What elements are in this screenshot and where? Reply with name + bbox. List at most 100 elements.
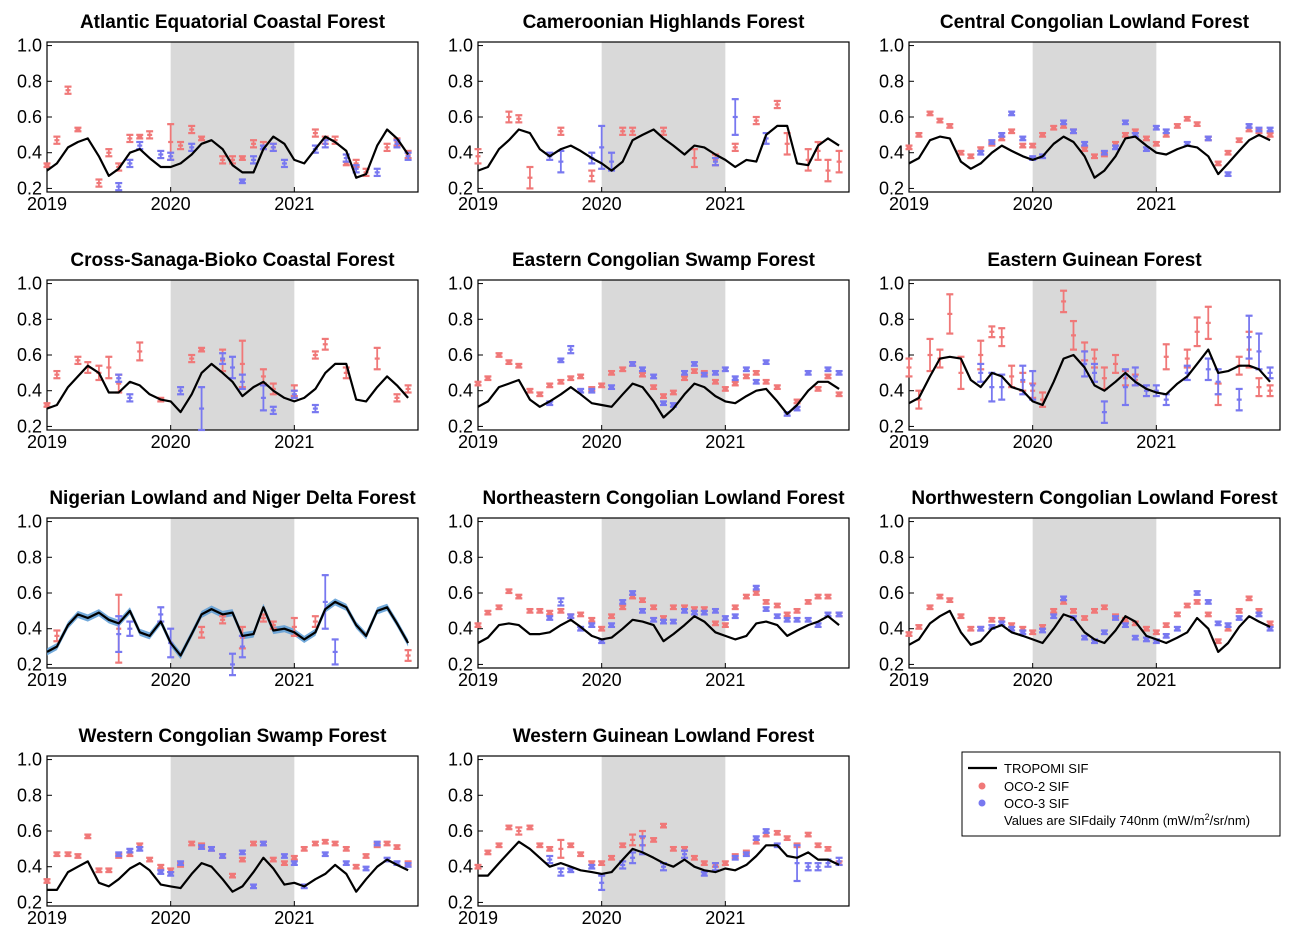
oco2-point [773,99,781,110]
oco2-point [731,142,739,153]
oco2-point [280,860,288,867]
oco2-point [957,149,965,156]
oco2-point [250,139,258,149]
oco3-point [331,638,339,666]
oco3-point [567,867,575,874]
oco2-point [988,325,996,339]
oco2-point [1162,622,1170,629]
y-tick-label: 0.4 [448,381,473,401]
oco3-point [311,403,319,414]
panel-western-guinean-lowland-forest: Western Guinean Lowland Forest 0.2 0.4 0.6 0… [448,726,850,928]
oco2-point [321,838,329,845]
oco2-point [721,622,729,629]
oco2-point [105,148,113,158]
oco2-point [43,162,51,169]
x-tick-label: 2019 [27,670,67,690]
oco2-point [588,169,596,183]
oco2-point [229,872,236,879]
y-tick-label: 0.6 [879,345,904,365]
oco2-point [629,126,637,136]
oco2-point [557,378,565,385]
x-tick-label: 2019 [458,670,498,690]
oco3-point [557,597,565,607]
oco2-point [660,393,667,399]
oco3-point [638,366,646,373]
oco2-point [300,845,308,852]
panels: Atlantic Equatorial Coastal Forest 0.2 0.4… [17,12,1281,928]
legend-oco3-label: OCO-3 SIF [1004,796,1069,811]
oco3-point [115,373,123,383]
y-tick-label: 0.2 [879,654,904,674]
x-tick-label: 2019 [889,194,929,214]
oco3-point [1266,625,1274,632]
oco3-point [1235,387,1243,412]
oco2-point [1091,153,1098,160]
x-tick-label: 2021 [705,194,745,214]
panel-central-congolian-lowland-forest: Central Congolian Lowland Forest 0.2 0.4 0.… [879,12,1281,214]
oco3-point [546,854,554,865]
legend-note-suffix: /sr/nm) [1210,813,1250,828]
oco2-point [321,337,329,351]
panel-nigerian-lowland-and-niger-delta-forest: Nigerian Lowland and Niger Delta Forest 0… [17,488,419,690]
oco2-point [1245,595,1253,602]
oco2-point [1081,615,1089,621]
oco3-point [1121,119,1129,126]
tropomi-line [47,856,409,893]
oco2-point [905,144,913,151]
oco3-point [598,874,606,892]
oco2-point [505,824,513,831]
x-tick-label: 2021 [274,432,314,452]
oco3-point [681,849,689,859]
y-tick-label: 0.2 [879,178,904,198]
oco3-point [669,618,677,625]
oco3-point [742,851,750,858]
oco3-point [619,599,627,605]
oco3-point [988,371,996,403]
oco3-point [1121,622,1129,629]
oco2-point [619,366,627,373]
shaded-period-2020 [1032,518,1157,668]
oco3-point [783,616,791,623]
oco3-point [1245,123,1253,129]
oco2-point [1050,607,1058,614]
y-tick-label: 0.4 [448,857,473,877]
oco2-point [957,613,965,620]
oco2-point [650,837,658,843]
oco2-point [967,625,975,632]
oco2-point [43,402,51,408]
oco2-point [198,135,206,142]
oco2-point [515,114,523,124]
oco2-point [495,842,503,849]
oco3-point [1255,126,1263,133]
oco3-point [1019,629,1027,636]
oco2-point [474,622,482,629]
x-tick-label: 2020 [151,908,191,928]
oco3-point [250,883,258,890]
oco2-point [946,293,954,335]
oco2-point [557,607,565,614]
oco3-point [1266,126,1274,133]
oco3-point [1008,110,1016,117]
oco2-point [526,387,534,394]
oco3-point [238,178,246,185]
oco3-point [1081,350,1089,378]
y-tick-label: 0.6 [879,583,904,603]
oco3-point [1142,146,1150,153]
oco3-point [1245,314,1253,360]
oco3-point [1121,368,1129,407]
tropomi-line [908,133,1271,179]
legend: TROPOMI SIF OCO-2 SIF OCO-3 SIF Values a… [961,751,1281,837]
legend-note-prefix: Values are SIFdaily 740nm (mW/m [1004,813,1205,828]
oco2-point [752,369,760,376]
oco2-point [905,357,913,378]
oco3-point [115,851,123,858]
x-tick-label: 2019 [458,432,498,452]
oco2-point [1029,142,1037,149]
oco3-point [157,606,165,623]
panel-title: Western Guinean Lowland Forest [513,726,815,747]
x-tick-label: 2019 [458,194,498,214]
oco2-point [577,611,585,618]
y-tick-label: 0.4 [17,619,42,639]
oco2-point [577,373,585,380]
oco3-point [567,613,575,620]
